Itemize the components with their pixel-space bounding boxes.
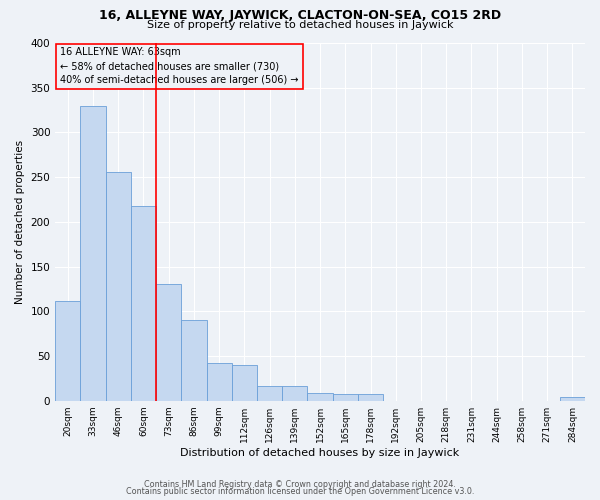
Text: Contains HM Land Registry data © Crown copyright and database right 2024.: Contains HM Land Registry data © Crown c…	[144, 480, 456, 489]
Bar	[181, 320, 206, 400]
Text: 16 ALLEYNE WAY: 63sqm
← 58% of detached houses are smaller (730)
40% of semi-det: 16 ALLEYNE WAY: 63sqm ← 58% of detached …	[60, 48, 299, 86]
X-axis label: Distribution of detached houses by size in Jaywick: Distribution of detached houses by size …	[181, 448, 460, 458]
Bar	[206, 363, 232, 401]
Text: Size of property relative to detached houses in Jaywick: Size of property relative to detached ho…	[147, 20, 453, 30]
Bar	[156, 284, 181, 401]
Text: Contains public sector information licensed under the Open Government Licence v3: Contains public sector information licen…	[126, 487, 474, 496]
Bar	[55, 302, 80, 400]
Text: 16, ALLEYNE WAY, JAYWICK, CLACTON-ON-SEA, CO15 2RD: 16, ALLEYNE WAY, JAYWICK, CLACTON-ON-SEA…	[99, 9, 501, 22]
Y-axis label: Number of detached properties: Number of detached properties	[15, 140, 25, 304]
Bar	[80, 106, 106, 401]
Bar	[257, 386, 282, 400]
Bar	[560, 397, 585, 400]
Bar	[332, 394, 358, 400]
Bar	[106, 172, 131, 400]
Bar	[232, 365, 257, 400]
Bar	[307, 392, 332, 400]
Bar	[282, 386, 307, 400]
Bar	[358, 394, 383, 400]
Bar	[131, 206, 156, 400]
